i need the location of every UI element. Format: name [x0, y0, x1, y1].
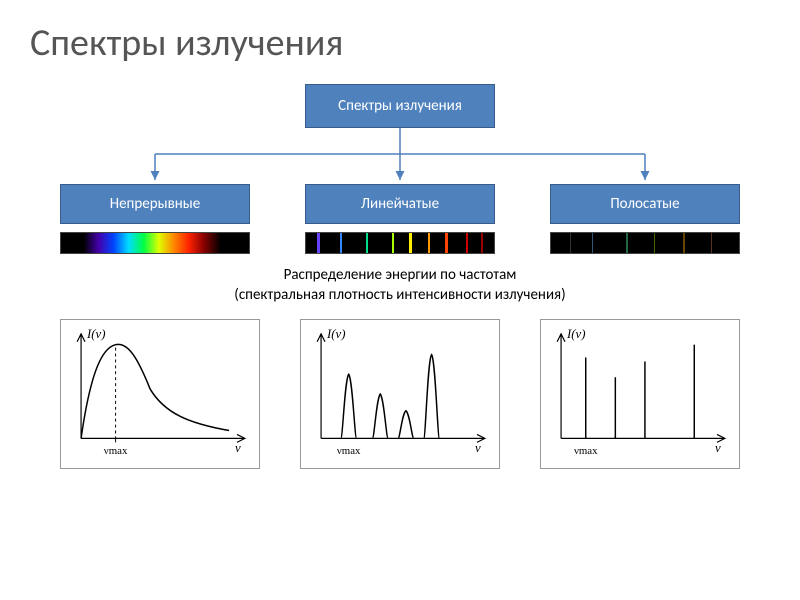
subtitle-line2: (спектральная плотность интенсивности из…: [234, 286, 565, 304]
tick-label: νmax: [337, 445, 361, 457]
line-peaks: [341, 355, 440, 439]
hierarchy-diagram: Спектры излучения Непрерывные Линейчатые…: [30, 84, 770, 224]
charts-row: I(ν) ν νmax I(ν) ν νmax I(ν) ν νmax: [30, 319, 770, 469]
subtitle-line1: Распределение энергии по частотам: [284, 266, 517, 284]
x-axis-label: ν: [475, 441, 481, 455]
y-axis-label: I(ν): [566, 327, 586, 341]
band-lines: [586, 345, 695, 439]
hierarchy-child-continuous: Непрерывные: [60, 184, 250, 224]
y-axis-label: I(ν): [326, 327, 346, 341]
tick-label: νmax: [574, 445, 598, 457]
chart-continuous: I(ν) ν νmax: [60, 319, 260, 469]
spectra-row: [30, 232, 770, 254]
page-title: Спектры излучения: [30, 20, 770, 66]
subtitle: Распределение энергии по частотам (спект…: [30, 266, 770, 305]
chart-band-spectrum: I(ν) ν νmax: [540, 319, 740, 469]
spectrum-line: [305, 232, 495, 254]
chart-line-spectrum: I(ν) ν νmax: [300, 319, 500, 469]
hierarchy-child-line: Линейчатые: [305, 184, 495, 224]
hierarchy-root: Спектры излучения: [305, 84, 495, 128]
curve-continuous: [81, 344, 229, 438]
y-axis-label: I(ν): [86, 327, 106, 341]
x-axis-label: ν: [235, 441, 241, 455]
tick-label: νmax: [104, 445, 128, 457]
spectrum-continuous: [60, 232, 250, 254]
x-axis-label: ν: [715, 441, 721, 455]
hierarchy-child-band: Полосатые: [550, 184, 740, 224]
spectrum-band: [550, 232, 740, 254]
